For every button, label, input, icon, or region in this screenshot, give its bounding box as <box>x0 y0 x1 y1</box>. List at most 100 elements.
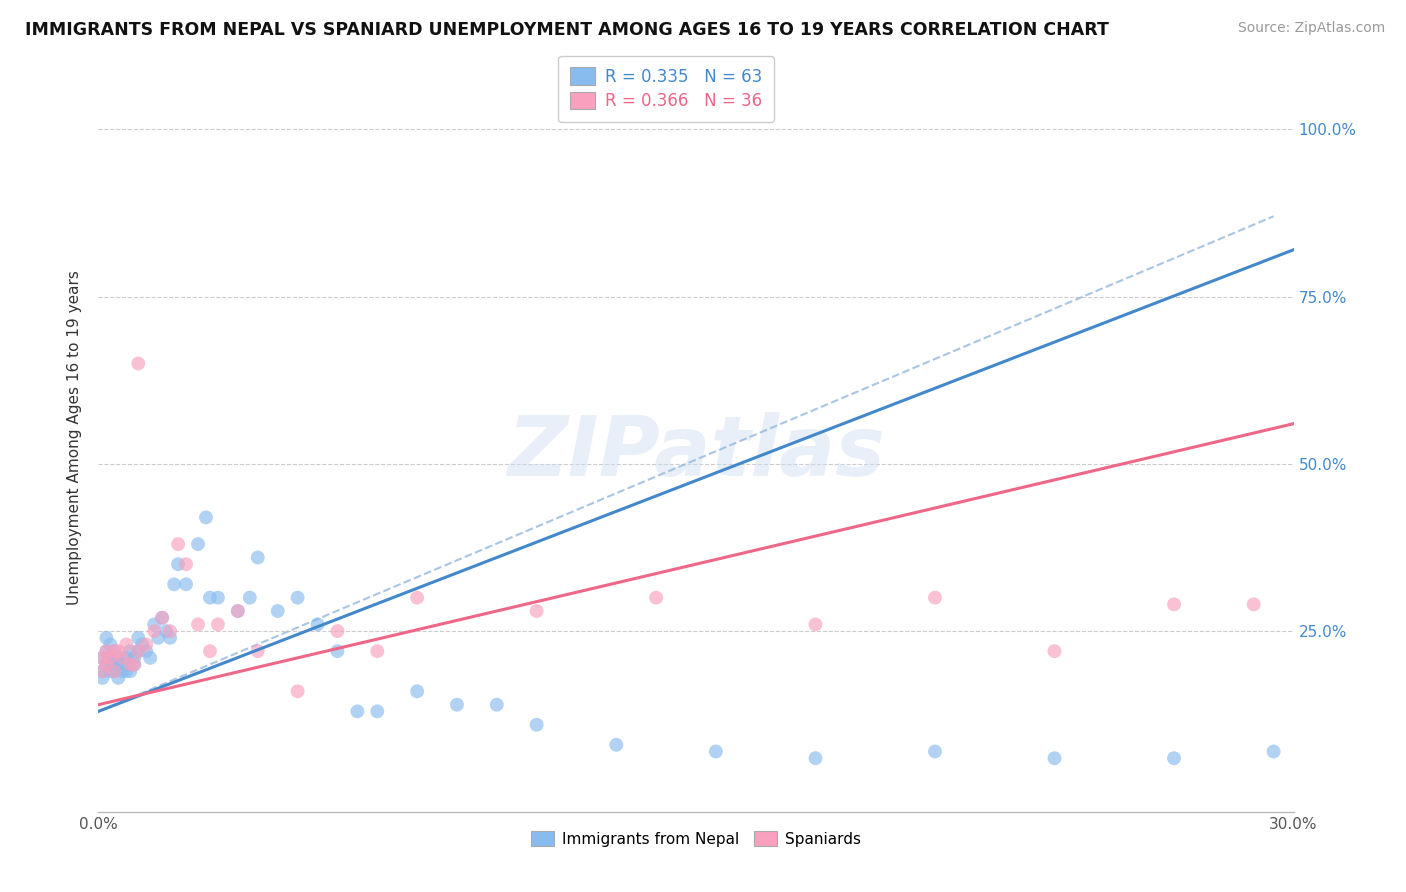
Point <box>207 617 229 632</box>
Point <box>127 644 149 658</box>
Point <box>167 537 190 551</box>
Point <box>98 651 122 665</box>
Point <box>207 591 229 605</box>
Point <box>107 657 129 672</box>
Point <box>131 637 153 651</box>
Point <box>96 657 118 672</box>
Point <box>115 637 138 651</box>
Point <box>187 537 209 551</box>
Point <box>107 651 129 665</box>
Point <box>804 617 827 632</box>
Point <box>127 631 149 645</box>
Point <box>526 604 548 618</box>
Text: ZIPatlas: ZIPatlas <box>508 411 884 492</box>
Point <box>103 657 125 672</box>
Point <box>645 591 668 605</box>
Point <box>326 644 349 658</box>
Point <box>98 657 122 672</box>
Point <box>111 657 134 672</box>
Point <box>107 644 129 658</box>
Point <box>406 591 429 605</box>
Point <box>91 664 114 679</box>
Point <box>1263 744 1285 758</box>
Point <box>98 637 122 651</box>
Point <box>127 644 149 658</box>
Point <box>91 651 114 665</box>
Point <box>155 624 177 639</box>
Point <box>135 637 157 651</box>
Point <box>163 577 186 591</box>
Point <box>159 624 181 639</box>
Point <box>1243 598 1265 612</box>
Point <box>98 651 122 665</box>
Point <box>804 751 827 765</box>
Point <box>159 631 181 645</box>
Point <box>246 644 269 658</box>
Point <box>98 664 122 679</box>
Point <box>1043 751 1066 765</box>
Y-axis label: Unemployment Among Ages 16 to 19 years: Unemployment Among Ages 16 to 19 years <box>67 269 83 605</box>
Point <box>124 657 146 672</box>
Point <box>115 657 138 672</box>
Point <box>91 671 114 685</box>
Point <box>120 644 142 658</box>
Point <box>287 684 309 698</box>
Point <box>124 651 146 665</box>
Point <box>91 664 114 679</box>
Point <box>115 651 138 665</box>
Point <box>150 611 173 625</box>
Point <box>111 651 134 665</box>
Point <box>167 557 190 572</box>
Point <box>326 624 349 639</box>
Point <box>103 664 125 679</box>
Point <box>91 651 114 665</box>
Point <box>195 510 218 524</box>
Point <box>103 644 125 658</box>
Point <box>267 604 290 618</box>
Text: Source: ZipAtlas.com: Source: ZipAtlas.com <box>1237 21 1385 35</box>
Point <box>366 644 388 658</box>
Point <box>346 705 368 719</box>
Point <box>103 644 125 658</box>
Point <box>174 577 197 591</box>
Legend: Immigrants from Nepal, Spaniards: Immigrants from Nepal, Spaniards <box>524 824 868 853</box>
Point <box>366 705 388 719</box>
Text: IMMIGRANTS FROM NEPAL VS SPANIARD UNEMPLOYMENT AMONG AGES 16 TO 19 YEARS CORRELA: IMMIGRANTS FROM NEPAL VS SPANIARD UNEMPL… <box>25 21 1109 38</box>
Point <box>174 557 197 572</box>
Point <box>198 591 221 605</box>
Point <box>120 657 142 672</box>
Point <box>307 617 329 632</box>
Point <box>239 591 262 605</box>
Point <box>143 624 166 639</box>
Point <box>605 738 627 752</box>
Point <box>96 657 118 672</box>
Point <box>96 631 118 645</box>
Point <box>406 684 429 698</box>
Point <box>1163 598 1185 612</box>
Point <box>115 664 138 679</box>
Point <box>143 617 166 632</box>
Point <box>139 651 162 665</box>
Point <box>704 744 727 758</box>
Point <box>124 657 146 672</box>
Point <box>120 657 142 672</box>
Point <box>120 664 142 679</box>
Point <box>226 604 249 618</box>
Point <box>1163 751 1185 765</box>
Point <box>103 664 125 679</box>
Point <box>198 644 221 658</box>
Point <box>96 644 118 658</box>
Point <box>287 591 309 605</box>
Point <box>187 617 209 632</box>
Point <box>107 671 129 685</box>
Point <box>150 611 173 625</box>
Point <box>127 356 149 371</box>
Point <box>485 698 508 712</box>
Point <box>526 717 548 731</box>
Point <box>111 664 134 679</box>
Point <box>446 698 468 712</box>
Point <box>135 644 157 658</box>
Point <box>148 631 170 645</box>
Point <box>246 550 269 565</box>
Point <box>924 744 946 758</box>
